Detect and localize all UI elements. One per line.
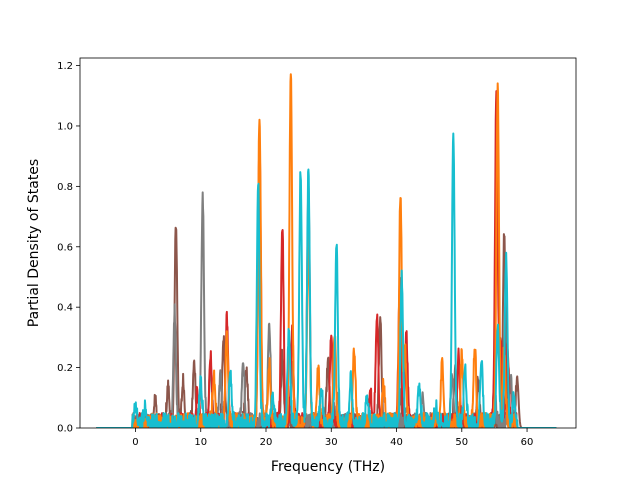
x-tick-label: 20 xyxy=(260,437,273,448)
y-tick-label: 0.8 xyxy=(57,182,73,193)
y-axis-label: Partial Density of States xyxy=(26,159,42,327)
x-axis-label: Frequency (THz) xyxy=(271,459,385,475)
plot-frame xyxy=(79,57,577,429)
x-tick-label: 10 xyxy=(194,437,207,448)
y-tick-label: 0.6 xyxy=(57,242,73,253)
y-axis-ticks: 0.0 0.2 0.4 0.6 0.8 1.0 1.2 xyxy=(57,61,80,435)
x-tick-label: 0 xyxy=(132,437,138,448)
y-tick-label: 0.4 xyxy=(57,303,73,314)
y-tick-label: 0.0 xyxy=(57,424,73,435)
y-tick-label: 1.0 xyxy=(57,121,73,132)
x-tick-label: 50 xyxy=(455,437,468,448)
x-tick-label: 60 xyxy=(521,437,534,448)
x-tick-label: 40 xyxy=(390,437,403,448)
y-tick-label: 1.2 xyxy=(57,61,73,72)
y-tick-label: 0.2 xyxy=(57,363,73,374)
pdos-series-5 xyxy=(95,132,558,428)
x-tick-label: 30 xyxy=(325,437,338,448)
x-axis-ticks: 0 10 20 30 40 50 60 xyxy=(132,428,533,448)
